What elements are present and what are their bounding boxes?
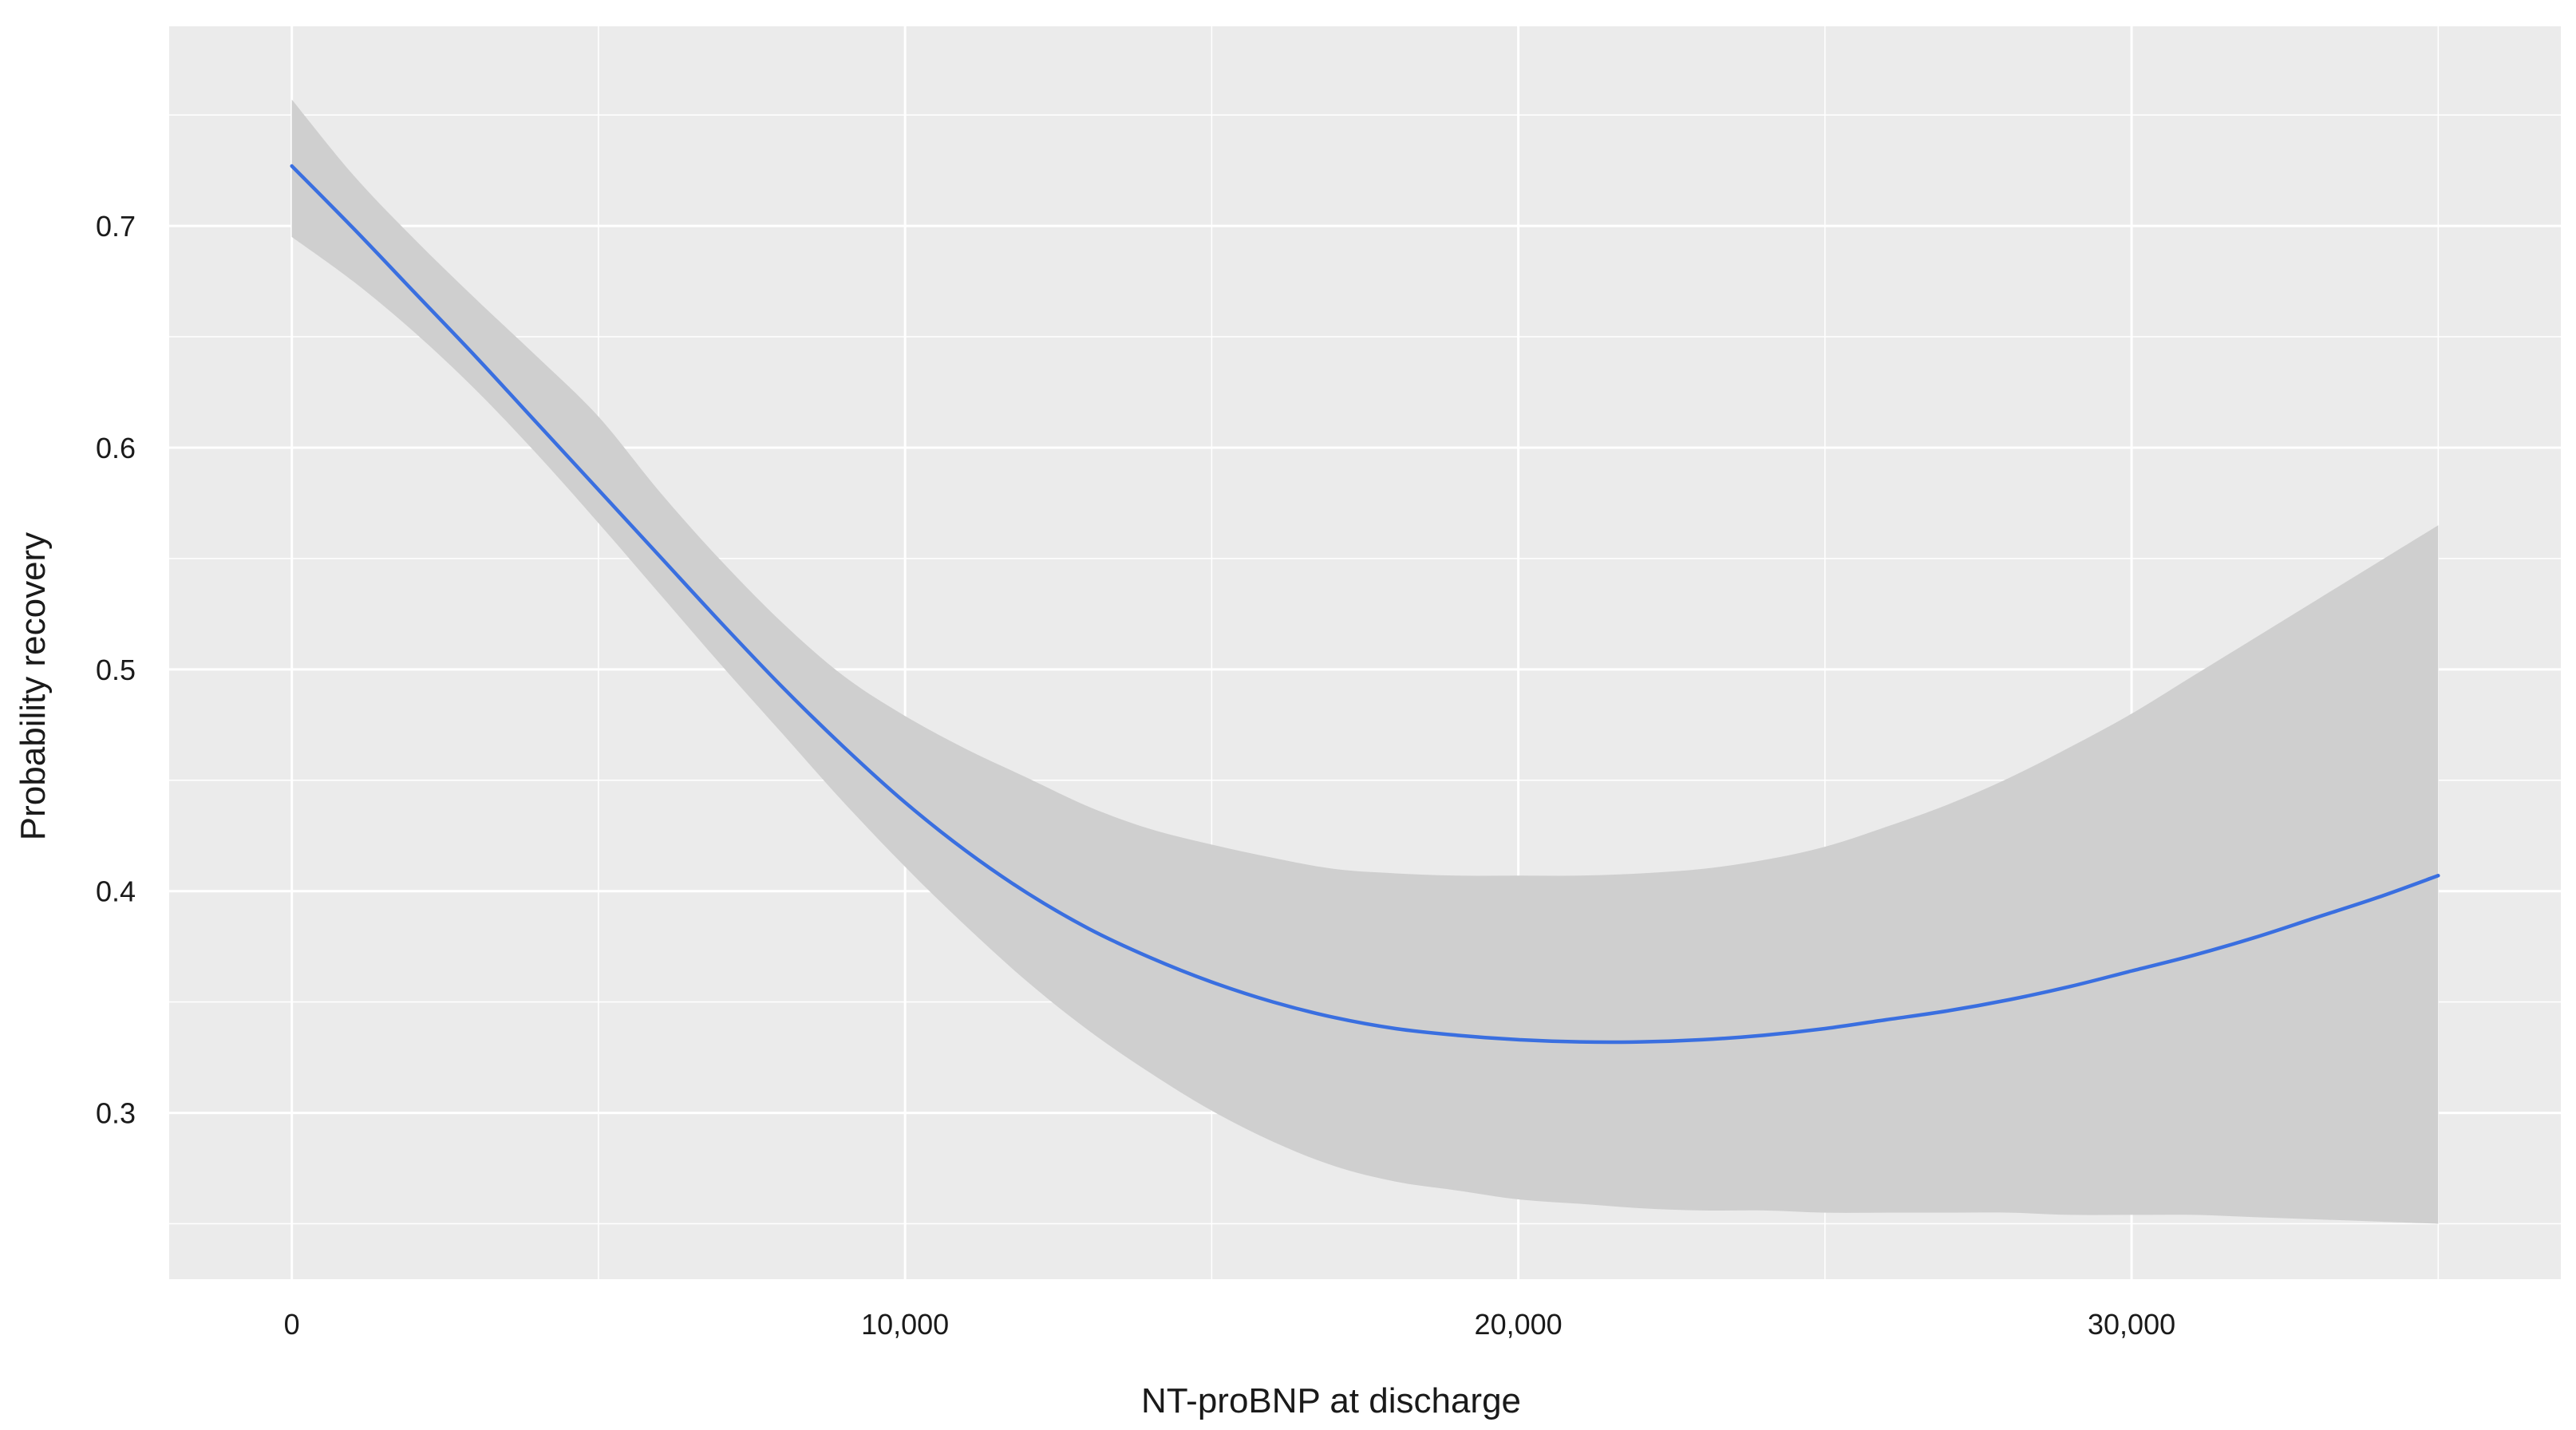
y-axis-ticks: 0.3 0.4 0.5 0.6 0.7 <box>96 210 136 1130</box>
x-tick-label: 10,000 <box>861 1308 949 1341</box>
fitted-line <box>290 164 2440 1045</box>
y-tick-label: 0.5 <box>96 654 136 686</box>
y-axis-title: Probability recovery <box>14 532 53 840</box>
y-tick-label: 0.4 <box>96 875 136 908</box>
x-axis-ticks: 0 10,000 20,000 30,000 <box>284 1308 2175 1341</box>
x-tick-label: 0 <box>284 1308 300 1341</box>
x-tick-label: 20,000 <box>1475 1308 1563 1341</box>
confidence-band <box>291 99 2439 1224</box>
y-tick-label: 0.7 <box>96 210 136 243</box>
x-axis-title: NT-proBNP at discharge <box>1141 1381 1521 1420</box>
y-tick-label: 0.3 <box>96 1097 136 1130</box>
x-tick-label: 30,000 <box>2088 1308 2175 1341</box>
y-tick-label: 0.6 <box>96 432 136 464</box>
